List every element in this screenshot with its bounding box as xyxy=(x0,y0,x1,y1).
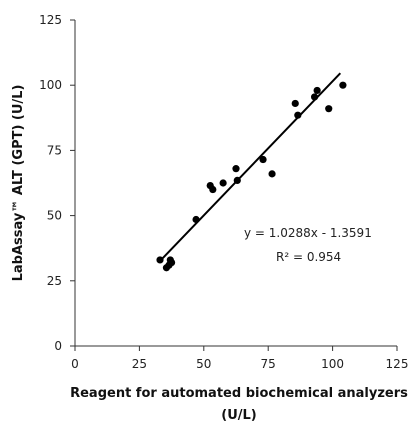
y-tick-label: 100 xyxy=(39,78,62,92)
axes xyxy=(74,20,397,347)
x-tick-label: 125 xyxy=(386,357,409,371)
y-tick-label: 125 xyxy=(39,13,62,27)
y-tick-label: 75 xyxy=(47,143,62,157)
x-tick-label: 0 xyxy=(71,357,79,371)
equation-label: y = 1.0288x - 1.3591 xyxy=(244,226,372,240)
data-point xyxy=(156,256,164,264)
trendline xyxy=(161,72,342,260)
x-axis-ticks: 0 25 50 75 100 125 xyxy=(71,346,408,371)
y-tick-label: 0 xyxy=(54,339,62,353)
data-point xyxy=(233,176,241,184)
x-tick-label: 25 xyxy=(132,357,147,371)
x-tick-label: 50 xyxy=(196,357,211,371)
x-tick-label: 75 xyxy=(261,357,276,371)
y-axis-ticks: 0 25 50 75 100 125 xyxy=(39,13,75,353)
data-point xyxy=(168,258,176,267)
data-point xyxy=(294,111,302,119)
data-point xyxy=(339,81,347,89)
data-point xyxy=(313,86,321,95)
data-point xyxy=(310,93,319,101)
data-point xyxy=(268,170,276,178)
data-point xyxy=(192,215,200,224)
data-point xyxy=(232,165,240,173)
data-point xyxy=(325,105,333,113)
y-axis-title: LabAssay™ ALT (GPT) (U/L) xyxy=(11,85,26,282)
x-axis-title: Reagent for automated biochemical analyz… xyxy=(70,386,408,401)
data-points xyxy=(156,81,347,272)
data-point xyxy=(259,155,267,164)
data-point xyxy=(209,185,217,194)
data-point xyxy=(291,99,299,108)
x-tick-label: 100 xyxy=(321,357,344,371)
x-axis-unit: (U/L) xyxy=(221,408,256,423)
data-point xyxy=(219,179,227,187)
y-tick-label: 25 xyxy=(47,274,62,288)
y-tick-label: 50 xyxy=(47,209,62,223)
r-squared-label: R² = 0.954 xyxy=(276,250,341,264)
